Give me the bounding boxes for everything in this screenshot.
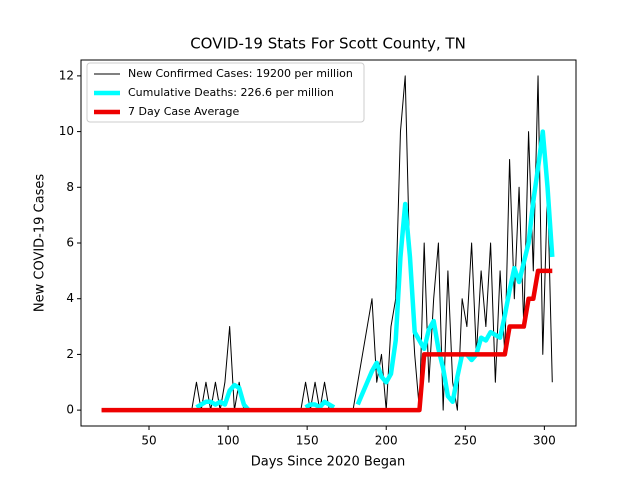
x-tick-label: 300 — [533, 434, 556, 448]
y-tick-label: 10 — [59, 124, 74, 138]
x-tick-label: 50 — [141, 434, 156, 448]
legend-box — [86, 62, 365, 123]
y-tick-label: 0 — [66, 403, 74, 417]
chart-title: COVID-19 Stats For Scott County, TN — [190, 35, 466, 53]
legend-label: 7 Day Case Average — [128, 105, 240, 118]
x-tick-label: 250 — [454, 434, 477, 448]
y-tick-label: 4 — [66, 291, 74, 305]
series-line — [101, 268, 553, 413]
x-tick-label: 150 — [296, 434, 319, 448]
x-tick-label: 100 — [217, 434, 240, 448]
y-axis-label: New COVID-19 Cases — [33, 174, 48, 312]
y-tick-label: 12 — [59, 68, 74, 82]
y-tick-label: 8 — [66, 180, 74, 194]
plot-frame — [80, 59, 577, 427]
legend-label: Cumulative Deaths: 226.6 per million — [128, 86, 334, 99]
y-tick-label: 6 — [66, 236, 74, 250]
legend-label: New Confirmed Cases: 19200 per million — [128, 67, 353, 80]
x-tick-label: 200 — [375, 434, 398, 448]
series-line — [195, 129, 555, 412]
x-axis-label: Days Since 2020 Began — [251, 455, 406, 470]
y-tick-label: 2 — [66, 347, 74, 361]
